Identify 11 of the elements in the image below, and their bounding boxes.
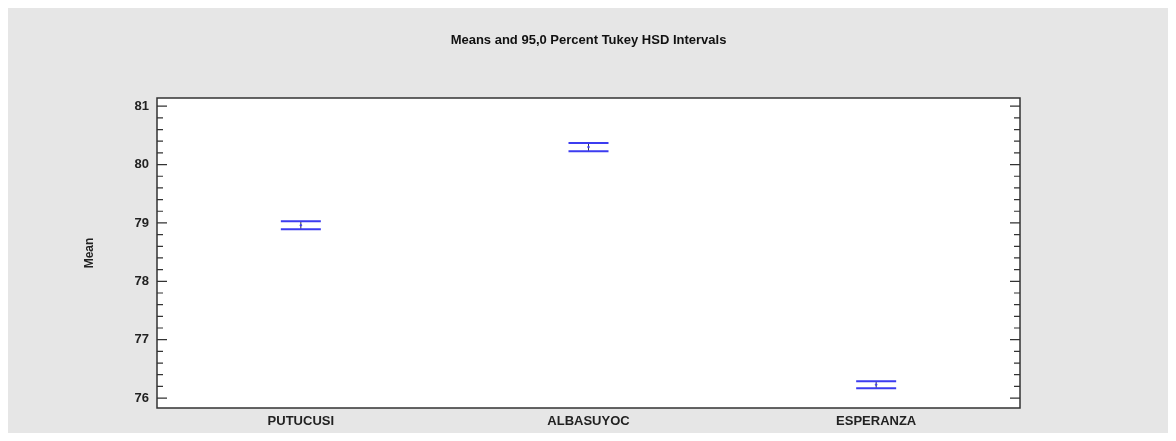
x-tick-label: ALBASUYOC bbox=[547, 413, 631, 429]
y-tick-label: 80 bbox=[134, 156, 149, 172]
chart-title: Means and 95,0 Percent Tukey HSD Intervals bbox=[450, 31, 727, 47]
y-tick-label: 76 bbox=[134, 389, 149, 405]
y-axis-title: Mean bbox=[81, 237, 96, 269]
y-tick-label: 77 bbox=[134, 331, 149, 347]
y-tick-label: 78 bbox=[134, 272, 149, 288]
y-tick-label: 81 bbox=[134, 97, 149, 113]
x-tick-label: PUTUCUSI bbox=[267, 413, 335, 429]
x-tick-label: ESPERANZA bbox=[836, 413, 917, 429]
y-tick-label: 79 bbox=[134, 214, 149, 230]
